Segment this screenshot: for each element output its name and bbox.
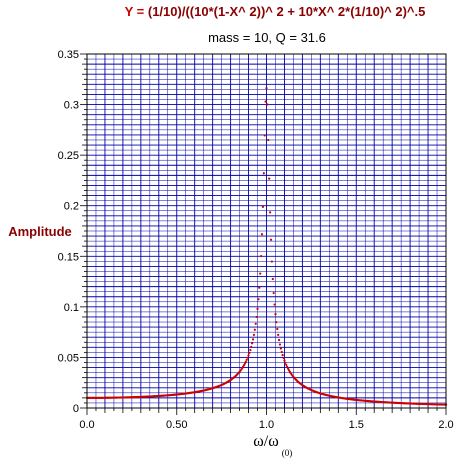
data-point bbox=[243, 362, 247, 365]
data-point bbox=[268, 211, 272, 214]
y-tick-label: 0.15 bbox=[58, 251, 79, 263]
y-tick-label: 0.2 bbox=[64, 201, 79, 213]
data-point bbox=[256, 307, 259, 310]
data-point bbox=[279, 347, 282, 350]
data-point bbox=[266, 103, 269, 106]
data-point bbox=[259, 272, 262, 275]
data-point bbox=[277, 338, 281, 342]
chart-title: Y = (1/10)/((10*(1-X^ 2))^ 2 + 10*X^ 2*(… bbox=[125, 4, 426, 19]
series-resonance-curve bbox=[85, 87, 448, 406]
data-point bbox=[250, 345, 253, 348]
data-point bbox=[245, 358, 248, 361]
data-point bbox=[285, 363, 288, 367]
data-point bbox=[286, 365, 289, 368]
y-tick-label: 0.1 bbox=[64, 302, 79, 314]
x-tick-label: 0.0 bbox=[79, 419, 94, 431]
data-point bbox=[270, 260, 273, 263]
y-tick-labels: 0 0.05 0.1 0.15 0.2 0.25 0.3 0.35 bbox=[58, 49, 79, 415]
y-tick-label: 0.25 bbox=[58, 150, 79, 162]
data-point bbox=[268, 177, 271, 180]
data-point bbox=[273, 303, 276, 306]
data-point bbox=[252, 333, 256, 336]
y-tick-label: 0.05 bbox=[58, 352, 79, 364]
x-tick-labels: 0.0 0.50 1.0 1.5 2.0 bbox=[79, 419, 453, 431]
x-tick-label: 0.50 bbox=[166, 419, 187, 431]
data-point bbox=[275, 321, 278, 324]
data-point bbox=[262, 172, 265, 175]
y-tick-label: 0.35 bbox=[58, 49, 79, 61]
data-point bbox=[254, 322, 257, 325]
data-point bbox=[242, 364, 246, 367]
chart-subtitle: mass = 10, Q = 31.6 bbox=[208, 30, 326, 45]
data-point bbox=[260, 233, 264, 236]
data-point bbox=[274, 313, 277, 316]
data-point bbox=[283, 359, 286, 362]
data-point bbox=[247, 354, 250, 357]
data-point bbox=[264, 100, 267, 103]
data-point bbox=[248, 351, 251, 354]
x-axis-label: ω/ω bbox=[253, 433, 279, 450]
data-point bbox=[267, 138, 270, 142]
grid-major bbox=[86, 53, 447, 409]
data-point bbox=[246, 356, 249, 359]
data-point bbox=[272, 291, 275, 295]
data-point bbox=[263, 134, 266, 137]
data-point bbox=[282, 356, 285, 360]
data-point bbox=[284, 361, 287, 364]
data-point bbox=[278, 343, 282, 346]
data-point bbox=[286, 367, 290, 370]
data-point bbox=[249, 348, 252, 352]
data-point bbox=[269, 238, 273, 241]
data-point bbox=[251, 342, 254, 345]
x-tick-label: 1.5 bbox=[349, 419, 364, 431]
data-point bbox=[244, 360, 247, 363]
data-point bbox=[280, 350, 283, 354]
data-point bbox=[277, 333, 280, 337]
data-point bbox=[281, 354, 284, 357]
data-point bbox=[271, 277, 274, 281]
data-point bbox=[253, 328, 256, 331]
data-point bbox=[261, 205, 265, 208]
plot-frame bbox=[86, 53, 447, 409]
data-point bbox=[257, 298, 260, 301]
data-point bbox=[260, 255, 263, 258]
data-point bbox=[276, 327, 279, 331]
y-tick-label: 0 bbox=[73, 403, 79, 415]
data-point bbox=[258, 286, 261, 289]
x-tick-label: 1.0 bbox=[259, 419, 274, 431]
y-axis-label: Amplitude bbox=[8, 224, 72, 239]
data-point bbox=[265, 87, 268, 90]
x-axis-label-subscript: (0) bbox=[282, 448, 293, 458]
data-point bbox=[251, 338, 255, 341]
x-tick-label: 2.0 bbox=[438, 419, 453, 431]
y-tick-label: 0.3 bbox=[64, 100, 79, 112]
data-point bbox=[255, 315, 258, 319]
